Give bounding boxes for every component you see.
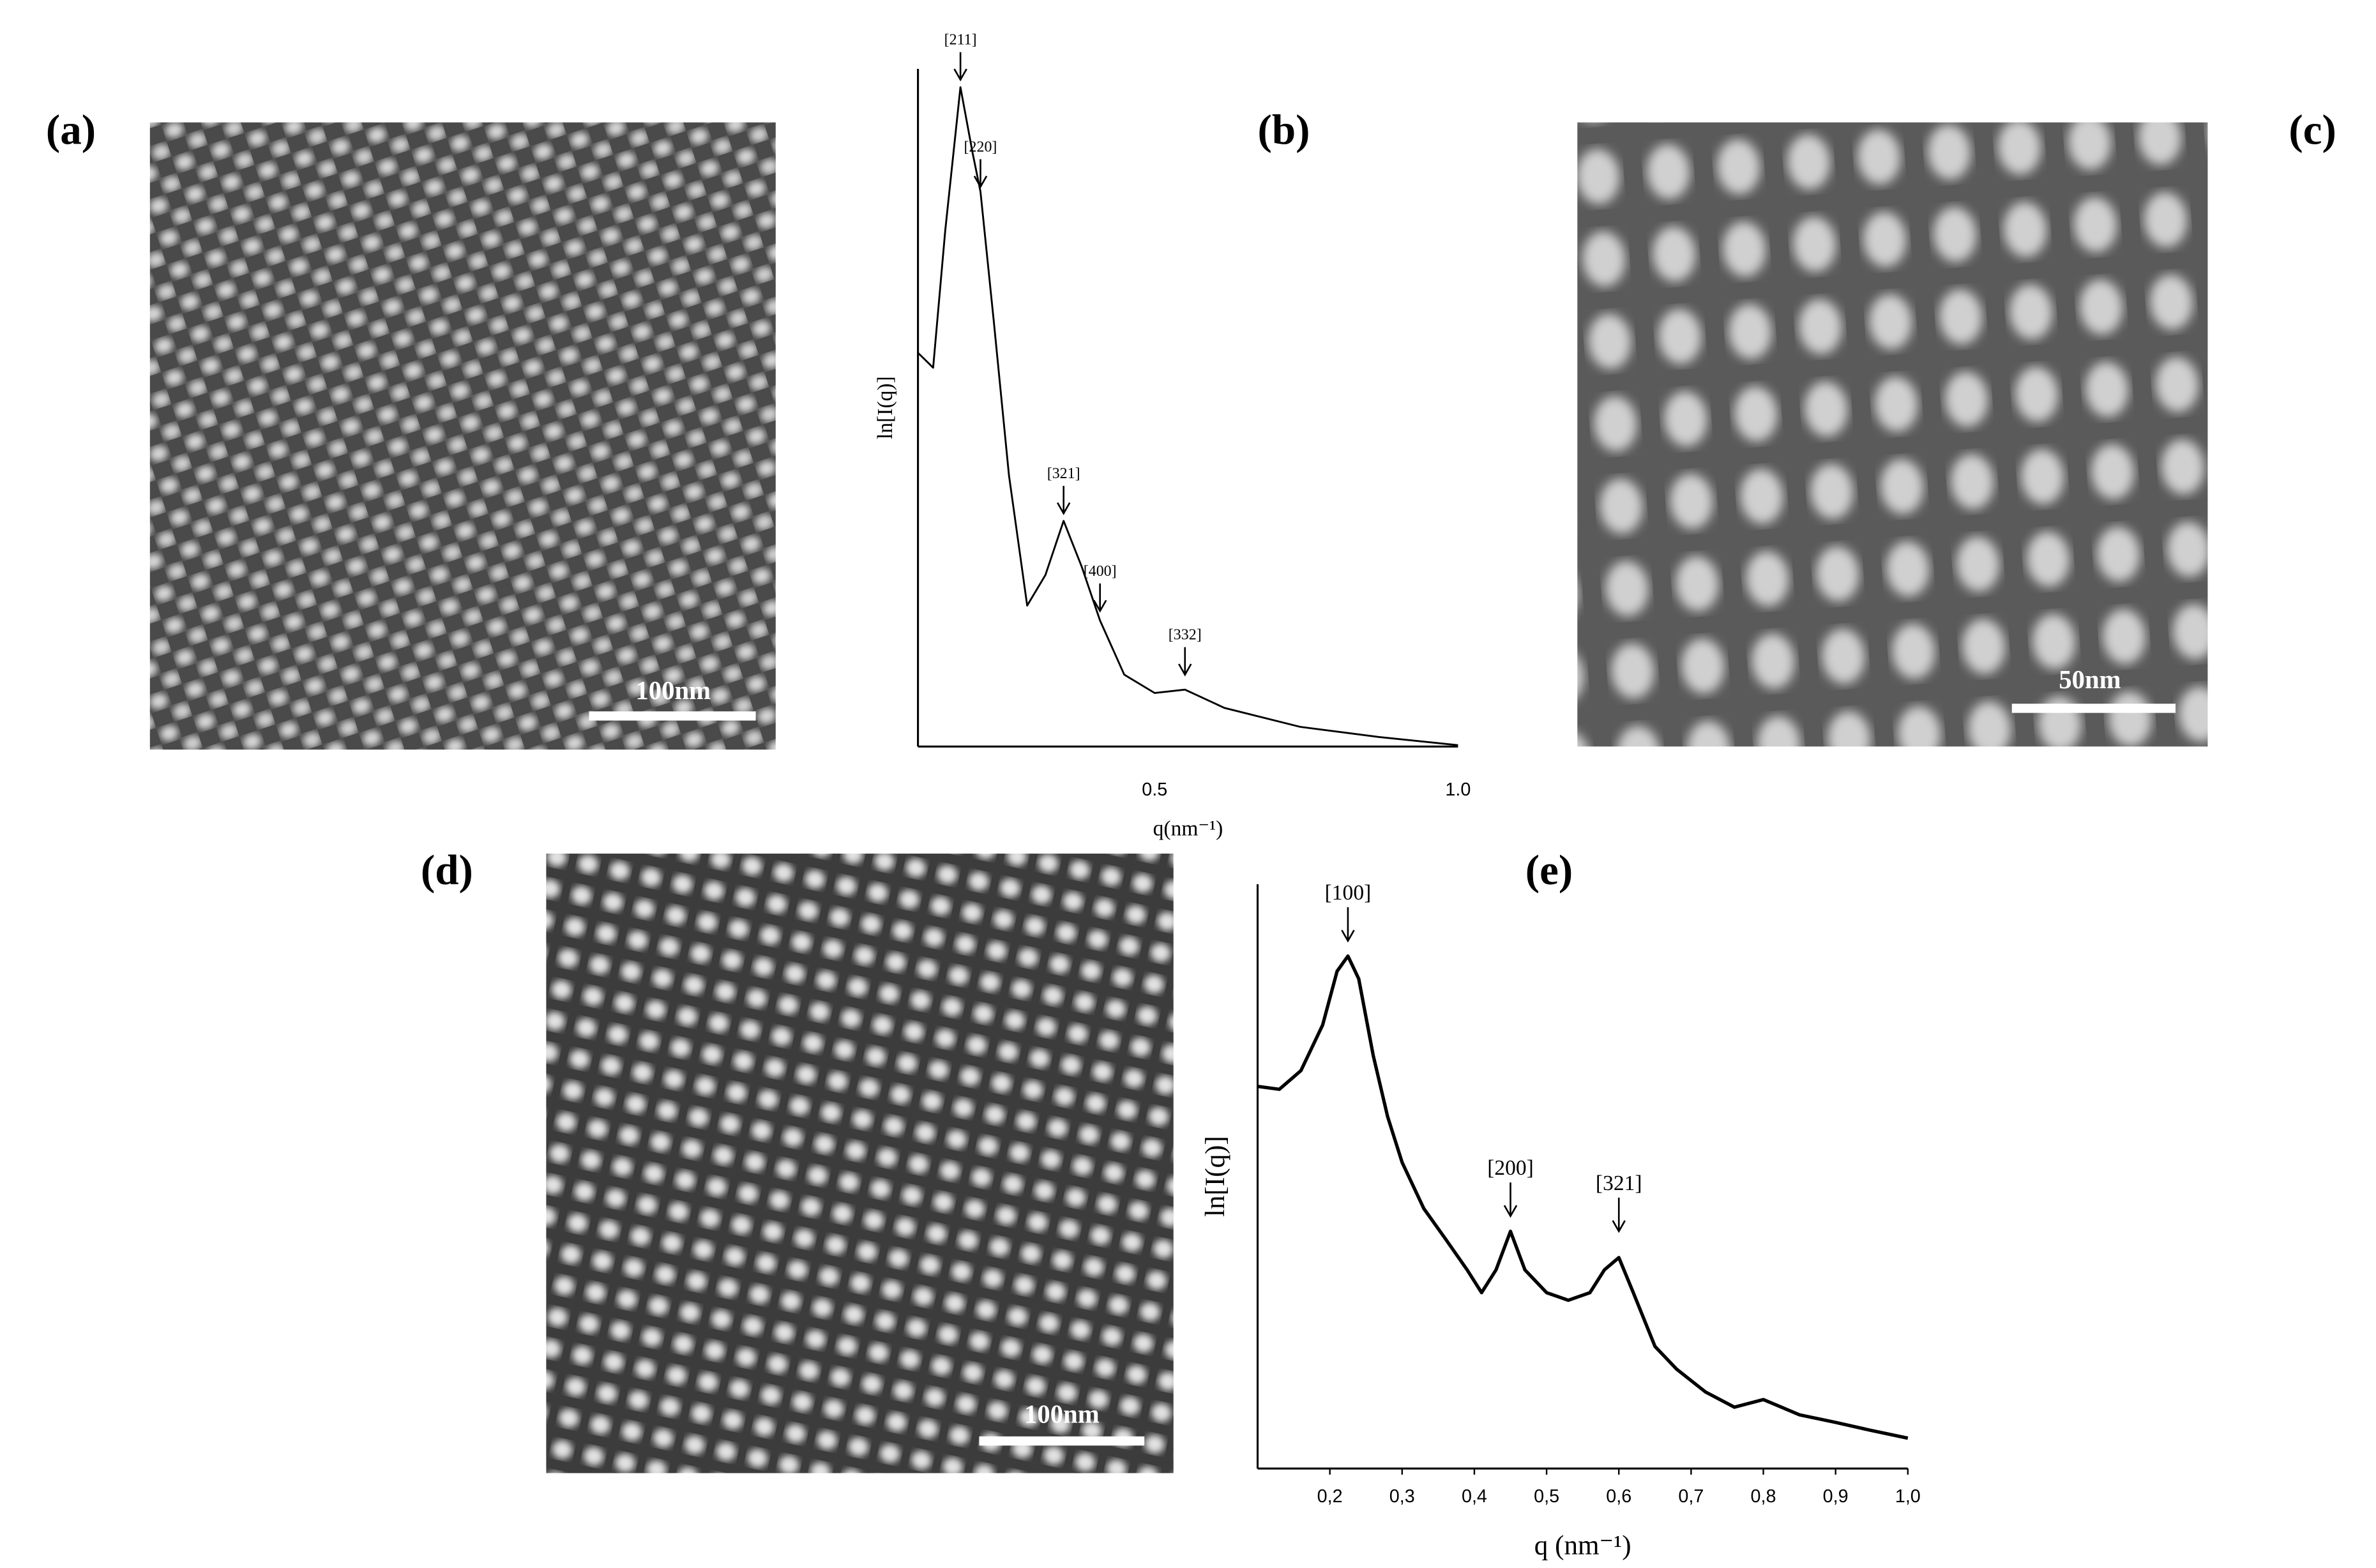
panel-label: (b)	[1258, 105, 1310, 153]
annotation-arrow	[1612, 1197, 1626, 1233]
micrograph	[546, 854, 1174, 1474]
annotation-label: [321]	[1596, 1172, 1642, 1195]
scale-bar-label: 100nm	[635, 676, 711, 705]
x-tick-label: 0,8	[1751, 1486, 1776, 1507]
annotation-arrow	[1056, 486, 1071, 515]
annotation-label: [200]	[1487, 1156, 1534, 1180]
y-axis-label: ln[I(q)]	[1200, 1136, 1230, 1217]
y-axis-label: ln[I(q)]	[874, 376, 897, 439]
annotation-arrow	[1178, 647, 1192, 677]
x-tick-label: 1,0	[1895, 1486, 1921, 1507]
x-tick-label: 0,4	[1462, 1486, 1487, 1507]
data-line	[917, 86, 1458, 746]
x-tick-label: 0,3	[1389, 1486, 1415, 1507]
x-tick-label: 0,7	[1678, 1486, 1704, 1507]
panel-label: (a)	[46, 105, 96, 153]
annotation-label: [321]	[1047, 465, 1080, 482]
x-tick-label: 0.5	[1142, 780, 1167, 800]
x-tick-label: 1.0	[1445, 780, 1471, 800]
annotation-label: [400]	[1084, 563, 1117, 580]
micrograph	[149, 122, 776, 750]
scale-bar-label: 100nm	[1024, 1399, 1100, 1428]
micrograph	[1577, 122, 2208, 747]
annotation-label: [332]	[1169, 627, 1202, 644]
x-axis-label: q(nm⁻¹)	[1153, 817, 1223, 840]
annotation-arrow	[973, 159, 988, 189]
annotation-arrow	[1093, 583, 1107, 613]
x-tick-label: 0,2	[1317, 1486, 1343, 1507]
x-tick-label: 0,6	[1606, 1486, 1631, 1507]
annotation-label: [211]	[944, 32, 977, 49]
data-line	[1257, 954, 1909, 1440]
annotation-arrow	[1503, 1182, 1518, 1218]
x-axis-label: q (nm⁻¹)	[1534, 1530, 1631, 1560]
annotation-label: [100]	[1325, 881, 1372, 905]
scale-bar-label: 50nm	[2059, 665, 2121, 694]
annotation-label: [220]	[964, 139, 997, 155]
panel-label: (d)	[421, 846, 473, 894]
panel-label: (c)	[2289, 105, 2336, 153]
x-tick-label: 0,5	[1534, 1486, 1559, 1507]
panel-label: (e)	[1525, 846, 1573, 894]
annotation-arrow	[953, 52, 967, 82]
x-tick-label: 0,9	[1823, 1486, 1849, 1507]
annotation-arrow	[1341, 907, 1355, 943]
